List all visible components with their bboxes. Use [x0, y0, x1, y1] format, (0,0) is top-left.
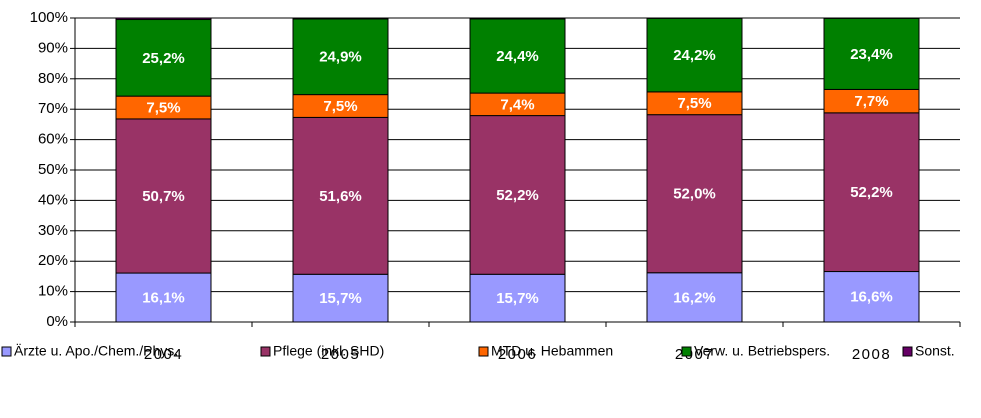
y-tick-label: 100%: [30, 9, 68, 26]
legend-label: Sonst.: [915, 343, 955, 359]
bar-segment: [646, 114, 743, 274]
legend-swatch: [260, 346, 271, 357]
legend-swatch: [478, 346, 489, 357]
bar-segment: [292, 17, 389, 20]
y-tick-label: 10%: [38, 283, 68, 300]
y-tick-label: 50%: [38, 161, 68, 178]
bar-segment: [823, 112, 920, 273]
bar-segment: [469, 18, 566, 94]
legend-swatch: [902, 346, 913, 357]
legend-label: Ärzte u. Apo./Chem./Phys.: [14, 343, 178, 359]
data-label: 7,7%: [854, 93, 888, 110]
data-label: 52,0%: [673, 186, 716, 203]
x-tick-label: 2006: [498, 346, 537, 363]
y-tick-label: 0%: [46, 313, 68, 330]
bar-segment: [292, 273, 389, 323]
bar-segment: [292, 18, 389, 96]
data-label: 15,7%: [319, 290, 362, 307]
data-label: 7,5%: [323, 98, 357, 115]
y-tick-label: 30%: [38, 222, 68, 239]
data-label: 24,4%: [496, 48, 539, 65]
data-label: 16,1%: [142, 289, 185, 306]
data-label: 50,7%: [142, 188, 185, 205]
data-label: 51,6%: [319, 188, 362, 205]
bar-segment: [469, 17, 566, 20]
legend-swatch: [681, 346, 692, 357]
data-label: 52,2%: [850, 184, 893, 201]
bar-segment: [646, 17, 743, 93]
legend-swatch: [1, 346, 12, 357]
data-label: 24,2%: [673, 47, 716, 64]
y-tick-label: 60%: [38, 131, 68, 148]
legend-label: Pflege (inkl. SHD): [273, 343, 384, 359]
x-tick-label: 2004: [144, 346, 183, 363]
data-label: 24,9%: [319, 49, 362, 66]
data-label: 52,2%: [496, 187, 539, 204]
bar-segment: [115, 17, 212, 21]
y-tick-label: 20%: [38, 252, 68, 269]
legend-label: MTD u. Hebammen: [491, 343, 613, 359]
x-tick-label: 2005: [321, 346, 360, 363]
data-label: 16,6%: [850, 289, 893, 306]
bar-segment: [115, 118, 212, 274]
data-label: 7,4%: [500, 96, 534, 113]
y-tick-label: 40%: [38, 191, 68, 208]
x-tick-label: 2008: [852, 346, 891, 363]
legend-label: Verw. u. Betriebspers.: [694, 343, 830, 359]
y-tick-label: 90%: [38, 39, 68, 56]
bar-segment: [469, 273, 566, 323]
bar-segment: [292, 116, 389, 275]
data-label: 7,5%: [146, 99, 180, 116]
data-label: 23,4%: [850, 46, 893, 63]
bar-segment: [115, 272, 212, 323]
y-tick-label: 70%: [38, 100, 68, 117]
data-label: 15,7%: [496, 290, 539, 307]
data-label: 16,2%: [673, 289, 716, 306]
bar-segment: [823, 17, 920, 90]
bar-segment: [115, 19, 212, 97]
data-label: 25,2%: [142, 50, 185, 67]
y-tick-label: 80%: [38, 70, 68, 87]
bar-segment: [646, 272, 743, 323]
data-label: 7,5%: [677, 95, 711, 112]
